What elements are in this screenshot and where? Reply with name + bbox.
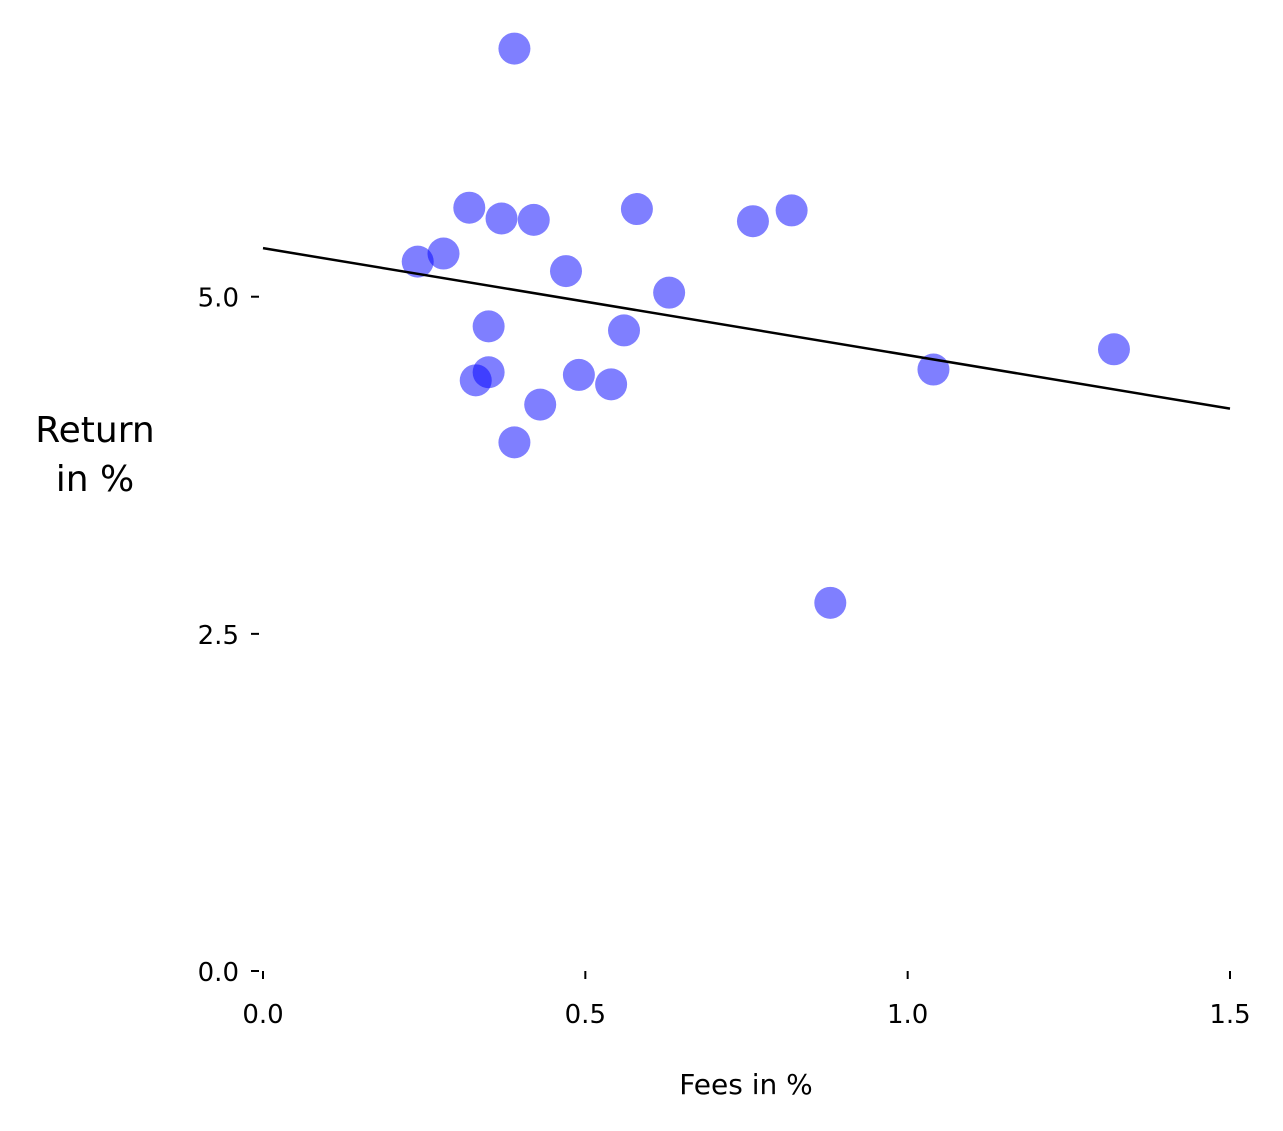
x-tick-label: 0.0 bbox=[242, 1000, 283, 1030]
scatter-point bbox=[498, 426, 531, 459]
scatter-point bbox=[620, 193, 653, 226]
x-tick-label: 0.5 bbox=[565, 1000, 606, 1030]
scatter-point bbox=[459, 364, 492, 397]
y-axis-title-line-1: Return bbox=[35, 410, 154, 451]
scatter-point bbox=[401, 245, 434, 278]
y-tick-label: 2.5 bbox=[198, 621, 239, 651]
scatter-point bbox=[814, 586, 847, 619]
x-tick-label: 1.0 bbox=[887, 1000, 928, 1030]
axis-ticks: 0.0 0.5 1.0 1.5 0.0 2.5 5.0 bbox=[198, 284, 1251, 1030]
trend-line bbox=[262, 246, 1231, 410]
x-axis-title: Fees in % bbox=[679, 1068, 813, 1101]
scatter-point bbox=[517, 203, 550, 236]
x-tick-label: 1.5 bbox=[1209, 1000, 1250, 1030]
trend-line-layer bbox=[262, 246, 1231, 410]
y-tick-label: 5.0 bbox=[198, 284, 239, 314]
scatter-point bbox=[549, 255, 582, 288]
scatter-point bbox=[736, 205, 769, 238]
scatter-point bbox=[562, 358, 595, 391]
scatter-point bbox=[498, 32, 531, 65]
y-tick-label: 0.0 bbox=[198, 958, 239, 988]
scatter-point bbox=[653, 276, 686, 309]
scatter-point bbox=[595, 368, 628, 401]
scatter-point bbox=[485, 202, 518, 235]
scatter-point bbox=[608, 314, 641, 347]
scatter-point bbox=[524, 388, 557, 421]
axis-labels: Fees in % Return in % bbox=[35, 410, 813, 1101]
scatter-point bbox=[472, 310, 505, 343]
y-axis-title-line-2: in % bbox=[56, 459, 134, 500]
scatter-point bbox=[427, 237, 460, 270]
scatter-point bbox=[453, 191, 486, 224]
scatter-points bbox=[401, 32, 1130, 619]
scatter-point bbox=[1097, 333, 1130, 366]
scatter-point bbox=[775, 194, 808, 227]
